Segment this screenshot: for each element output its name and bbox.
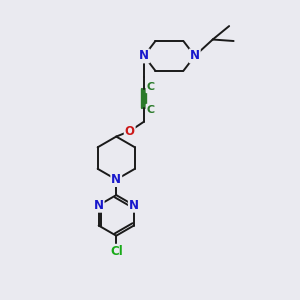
Text: N: N [129,199,139,212]
Text: N: N [94,199,104,212]
Text: N: N [190,50,200,62]
Text: C: C [146,82,155,92]
Text: N: N [139,50,149,62]
Text: C: C [146,105,155,115]
Text: Cl: Cl [110,245,123,258]
Text: O: O [125,125,135,138]
Text: N: N [111,173,121,186]
